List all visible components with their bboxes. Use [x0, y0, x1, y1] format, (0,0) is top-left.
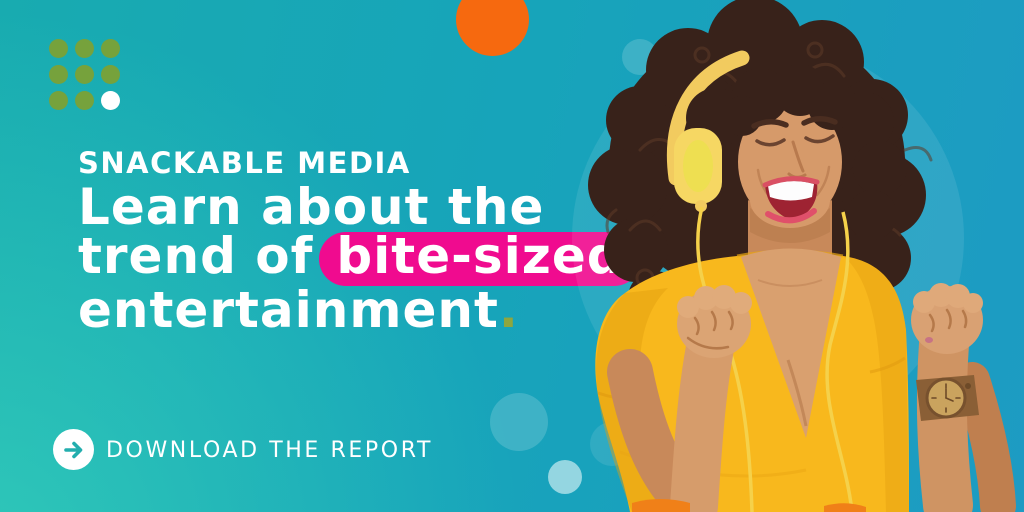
wrist-watch [916, 375, 979, 421]
right-fist [911, 283, 983, 354]
woman-illustration [572, 0, 1016, 512]
left-forearm [670, 314, 736, 512]
pale-circle-decoration [548, 460, 582, 494]
dot-grid-decoration [49, 39, 120, 110]
left-fist [677, 285, 752, 358]
grid-dot [75, 91, 94, 110]
grid-dot [49, 65, 68, 84]
copy-block: SNACKABLE MEDIA Learn about the trend of… [78, 146, 641, 335]
grid-dot [75, 39, 94, 58]
grid-dot [75, 65, 94, 84]
grid-dot [101, 39, 120, 58]
grid-dot-white [101, 91, 120, 110]
cta-label: DOWNLOAD THE REPORT [106, 437, 434, 463]
accent-period: . [498, 281, 519, 339]
highlight-pill: bite-sized [319, 231, 641, 286]
right-upper-arm [954, 362, 1016, 512]
headline-line1: Learn about the [78, 178, 545, 236]
headphone-earcup [674, 128, 722, 212]
grid-dot [49, 39, 68, 58]
headline-line3: entertainment. [78, 281, 519, 339]
face [722, 64, 856, 228]
grid-dot [49, 91, 68, 110]
pale-circle-decoration [490, 393, 548, 451]
skirt-hint [632, 499, 866, 512]
headline-line2: trend of bite-sized [78, 231, 641, 286]
chest [741, 248, 841, 438]
headline: Learn about the trend of bite-sized enter… [78, 178, 641, 339]
arrow-right-icon [53, 429, 94, 470]
eyebrow-text: SNACKABLE MEDIA [78, 146, 411, 180]
grid-dot [101, 65, 120, 84]
orange-circle-decoration [456, 0, 529, 56]
download-report-button[interactable]: DOWNLOAD THE REPORT [53, 429, 433, 470]
right-forearm [916, 319, 973, 512]
